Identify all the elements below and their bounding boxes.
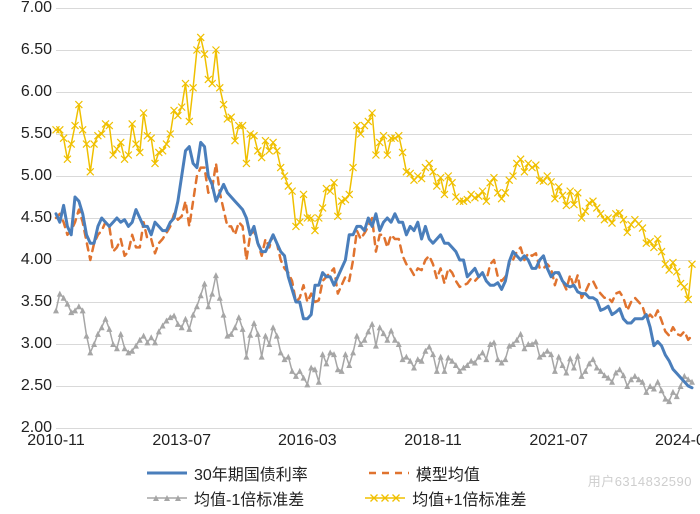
y-tick-label: 4.00 [4,251,52,269]
y-tick-label: 6.50 [4,41,52,59]
y-tick-label: 3.50 [4,293,52,311]
legend-label: 30年期国债利率 [194,461,308,485]
y-tick-label: 2.50 [4,377,52,395]
y-tick-label: 5.00 [4,167,52,185]
x-tick-label: 2018-11 [404,432,462,450]
legend-item-mean_plus_1sd: 均值+1倍标准差 [364,486,526,510]
chart-root: 2.002.503.003.504.004.505.005.506.006.50… [0,0,700,514]
y-tick-label: 5.50 [4,125,52,143]
x-tick-label: 2010-11 [27,432,85,450]
legend: 30年期国债利率 模型均值 均值-1倍标准差 均值+1倍标准差 [56,460,692,510]
legend-item-bond30y: 30年期国债利率 [146,461,308,485]
plot-area [56,8,692,429]
legend-label: 模型均值 [416,461,480,485]
y-tick-label: 3.00 [4,335,52,353]
gridline [56,428,692,429]
x-tick-label: 2024-03 [655,432,700,450]
y-tick-label: 4.50 [4,209,52,227]
x-tick-label: 2013-07 [152,432,211,450]
y-tick-label: 7.00 [4,0,52,17]
legend-item-model_mean: 模型均值 [368,461,480,485]
series-lines [56,8,692,428]
x-tick-label: 2016-03 [278,432,337,450]
legend-item-mean_minus_1sd: 均值-1倍标准差 [146,486,304,510]
y-tick-label: 6.00 [4,83,52,101]
legend-label: 均值-1倍标准差 [194,486,304,510]
x-tick-label: 2021-07 [529,432,588,450]
legend-label: 均值+1倍标准差 [412,486,526,510]
